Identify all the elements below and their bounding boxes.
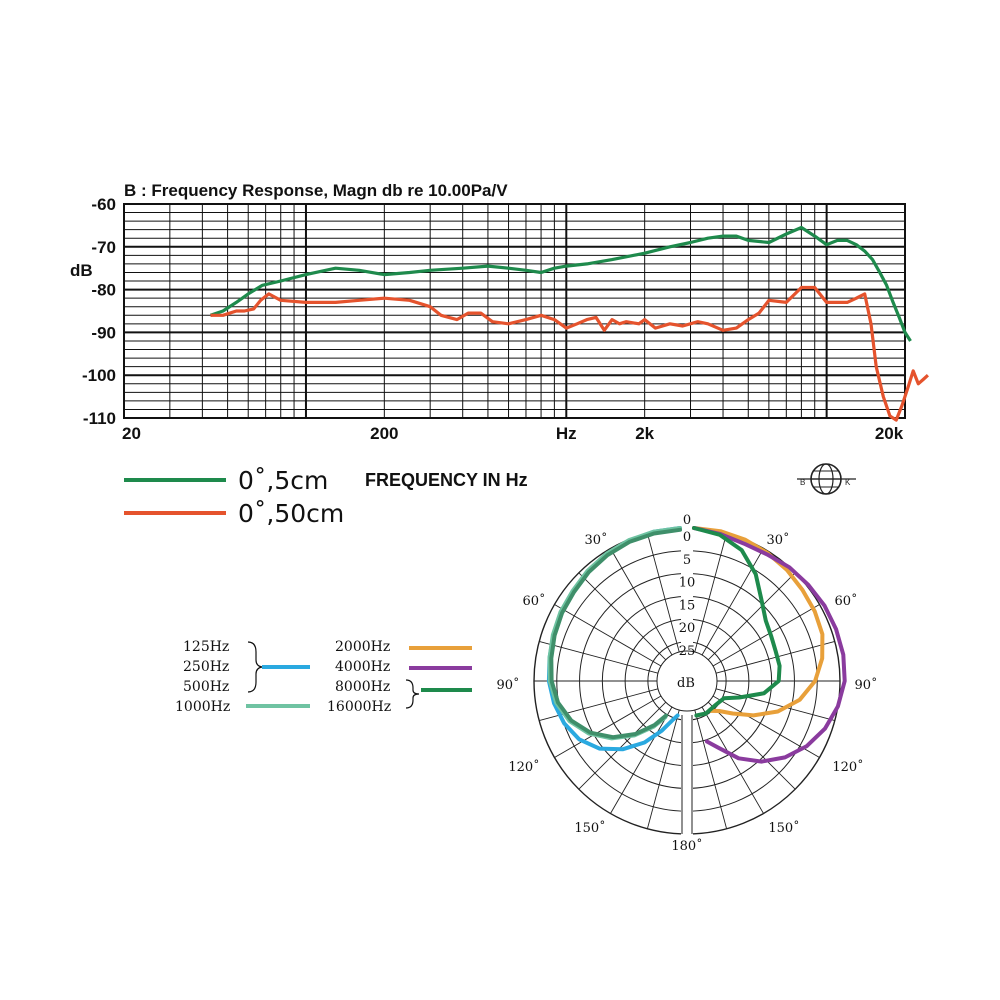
polar-grid: [533, 524, 841, 838]
polar-series: [546, 526, 847, 764]
legend-125hz: 125Hz: [183, 639, 229, 655]
y-tick-label: -80: [91, 281, 116, 300]
polar-curve-left-green: [549, 527, 682, 740]
polar-spoke: [646, 533, 680, 653]
legend-1000hz: 1000Hz: [175, 699, 230, 715]
logo-letter-b: B: [800, 478, 805, 487]
legend-16000hz: 16000Hz: [327, 699, 391, 715]
logo-letter-k: K: [845, 478, 851, 487]
polar-spoke: [578, 701, 667, 790]
polar-ring-labels: 0 5 10 15 20 25: [679, 530, 696, 659]
polar-spoke: [694, 709, 728, 829]
legend-label-green: 0˚,5cm: [238, 466, 328, 495]
polar-angle-label: 90˚: [854, 677, 877, 693]
polar-spoke: [646, 709, 680, 829]
polar-angle-label: 150˚: [768, 820, 799, 836]
polar-angle-label: 30˚: [584, 532, 607, 548]
frequency-response-chart: B : Frequency Response, Magn db re 10.00…: [70, 181, 929, 528]
legend-2000hz: 2000Hz: [335, 639, 390, 655]
series-line-green: [209, 225, 912, 342]
chart-series: [209, 225, 929, 422]
x-axis-ticks: 20 200 Hz 2k 20k: [122, 424, 904, 443]
legend-brace-right: [405, 679, 420, 709]
polar-ring-label: 0: [683, 530, 691, 545]
polar-spoke: [707, 701, 796, 790]
polar-gap-bottom: [681, 711, 693, 838]
polar-angle-label: 90˚: [496, 677, 519, 693]
x-tick-label: 200: [370, 424, 398, 443]
chart-title: B : Frequency Response, Magn db re 10.00…: [124, 181, 508, 200]
legend-250hz: 250Hz: [183, 659, 229, 675]
polar-spoke: [715, 688, 835, 722]
polar-spoke: [554, 604, 662, 667]
polar-angle-label: 120˚: [508, 759, 539, 775]
y-axis-ticks: -60 -70 -80 -90 -100 -110: [82, 195, 116, 428]
polar-angle-label: 30˚: [766, 532, 789, 548]
legend-brace-left: [247, 641, 263, 693]
polar-angle-label: 60˚: [834, 593, 857, 609]
frequency-axis-note: FREQUENCY IN Hz: [365, 470, 528, 490]
polar-angle-label: 180˚: [671, 838, 702, 854]
series-line-orange: [210, 285, 929, 422]
polar-spoke: [707, 572, 796, 661]
legend-8000hz: 8000Hz: [335, 679, 390, 695]
polar-curve-4000hz: [692, 526, 847, 764]
polar-gap-top: [681, 524, 693, 651]
polar-spoke: [701, 706, 764, 814]
x-tick-label: 20: [122, 424, 141, 443]
polar-spoke: [610, 706, 673, 814]
legend-4000hz: 4000Hz: [335, 659, 390, 675]
polar-ring-label: 15: [679, 598, 696, 613]
y-tick-label: -110: [83, 409, 116, 428]
polar-ring-label: 5: [683, 553, 691, 568]
polar-ring-label: 10: [679, 576, 696, 591]
polar-angle-labels: 0 30˚ 30˚ 60˚ 60˚ 90˚ 90˚ 120˚ 120˚ 150˚ 150˚ 180˚: [496, 513, 877, 854]
polar-curve-8000hz: [692, 526, 782, 718]
x-tick-label: 20k: [875, 424, 904, 443]
polar-spoke: [694, 533, 728, 653]
polar-curve-1000hz: [547, 526, 682, 741]
y-tick-label: -100: [82, 366, 116, 385]
x-tick-label: 2k: [635, 424, 654, 443]
polar-spoke: [554, 695, 662, 758]
y-axis-label: dB: [70, 261, 93, 280]
y-tick-label: -90: [91, 323, 116, 342]
y-tick-label: -60: [91, 195, 116, 214]
polar-db-label: dB: [677, 676, 695, 691]
polar-angle-label: 120˚: [832, 759, 863, 775]
polar-angle-label: 60˚: [522, 593, 545, 609]
legend-500hz: 500Hz: [183, 679, 229, 695]
x-tick-label: Hz: [556, 424, 577, 443]
legend-label-orange: 0˚,50cm: [238, 499, 344, 528]
plot-frame: [123, 203, 906, 419]
polar-spoke: [578, 572, 667, 661]
polar-curve-2000hz: [692, 526, 825, 718]
brand-logo: B K: [797, 463, 856, 495]
polar-angle-label: 0: [683, 513, 691, 528]
polar-legend: 125Hz 250Hz 500Hz 1000Hz 2000Hz 4000Hz 8…: [175, 639, 472, 715]
chart-grid: [123, 203, 906, 419]
polar-ring-label: 25: [679, 644, 696, 659]
polar-angle-label: 150˚: [574, 820, 605, 836]
polar-spoke: [610, 548, 673, 656]
polar-ring-label: 20: [679, 621, 696, 636]
polar-spoke: [539, 640, 659, 674]
polar-spoke: [712, 604, 820, 667]
polar-center: [656, 650, 718, 712]
y-tick-label: -70: [91, 238, 116, 257]
